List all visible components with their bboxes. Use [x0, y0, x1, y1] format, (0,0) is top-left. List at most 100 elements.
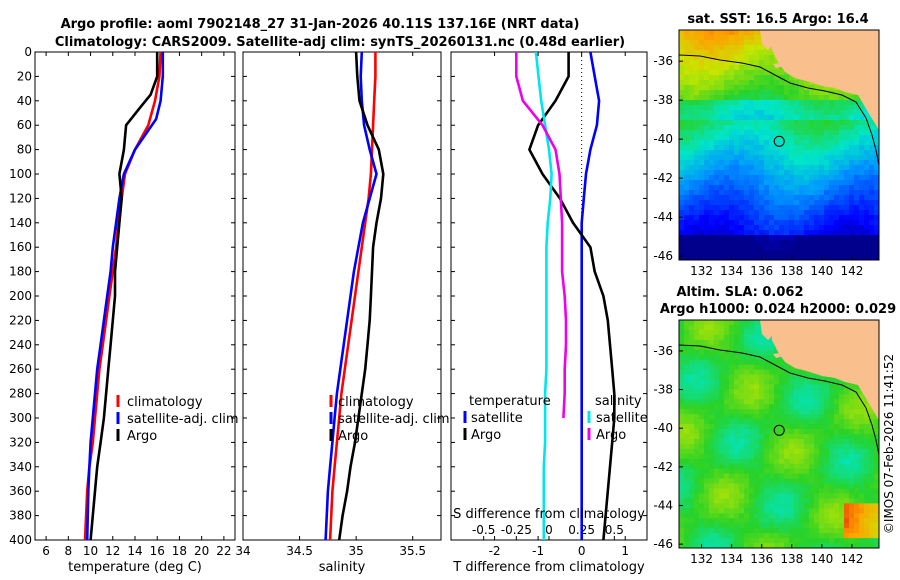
map-cell [854, 145, 860, 151]
map-cell [709, 429, 715, 435]
map-cell [734, 414, 740, 420]
map-cell [854, 508, 860, 514]
map-cell [679, 45, 685, 51]
map-cell [784, 80, 790, 86]
map-cell [824, 478, 830, 484]
map-cell [724, 384, 730, 390]
map-cell [689, 115, 695, 121]
map-cell [809, 458, 815, 465]
map-cell [734, 75, 740, 81]
map-cell [834, 230, 840, 236]
map-cell [779, 508, 785, 514]
map-cell [804, 384, 810, 390]
map-cell [729, 170, 735, 176]
map-cell [794, 379, 800, 385]
map-cell [704, 215, 710, 221]
map-cell [844, 443, 850, 450]
map-cell [734, 90, 740, 96]
map-cell [749, 70, 755, 76]
map-cell [849, 110, 855, 116]
map-cell [689, 543, 695, 548]
map-cell [744, 160, 750, 166]
map-cell [824, 488, 830, 494]
map-cell [774, 508, 780, 514]
map-cell [789, 245, 795, 251]
map-cell [814, 374, 820, 380]
map-cell [684, 195, 690, 201]
map-cell [789, 220, 795, 226]
map-cell [754, 478, 760, 484]
map-cell [704, 60, 710, 66]
map-cell [764, 493, 770, 499]
map-cell [779, 140, 785, 146]
map-cell [764, 543, 770, 548]
map-cell [834, 488, 840, 494]
map-cell [694, 220, 700, 226]
map-cell [689, 200, 695, 206]
map-cell [724, 503, 730, 509]
legend-label-t-argo: Argo [471, 428, 501, 443]
map-cell [864, 145, 870, 151]
map-cell [764, 424, 770, 430]
map-cell [799, 434, 805, 440]
map-cell [814, 95, 820, 101]
map-cell [759, 414, 765, 420]
map-cell [839, 250, 845, 256]
map-cell [874, 255, 879, 260]
map-cell [804, 105, 810, 111]
map-cell [814, 160, 820, 166]
map-cell [734, 130, 740, 136]
map-cell [729, 105, 735, 111]
map-cell [729, 220, 735, 226]
map-cell [804, 424, 810, 430]
map-cell [849, 429, 855, 435]
map-cell [709, 255, 715, 260]
map-cell [749, 463, 755, 470]
map-cell [699, 160, 705, 166]
map-cell [714, 434, 720, 440]
map-cell [769, 150, 775, 156]
map-cell [844, 463, 850, 470]
map-cell [799, 215, 805, 221]
map-cell [789, 498, 795, 504]
map-cell [874, 429, 879, 435]
map-cell [874, 135, 879, 141]
map-cell [679, 414, 685, 420]
map-cell [709, 115, 715, 121]
map-cell [774, 394, 780, 400]
map-cell [729, 478, 735, 484]
map-cell [679, 389, 685, 395]
map-cell [864, 245, 870, 251]
map-cell [709, 80, 715, 86]
map-cell [764, 533, 770, 539]
map-cell [709, 384, 715, 390]
map-cell [869, 255, 875, 260]
map-cell [779, 453, 785, 460]
map-cell [749, 60, 755, 66]
map-cell [809, 414, 815, 420]
map-cell [759, 135, 765, 141]
map-cell [709, 230, 715, 236]
map-cell [729, 70, 735, 76]
map-cell [679, 448, 685, 455]
map-cell [804, 120, 810, 126]
map-cell [734, 518, 740, 524]
map-cell [754, 414, 760, 420]
map-cell [789, 394, 795, 400]
map-cell [794, 538, 800, 544]
map-cell [789, 205, 795, 211]
map-cell [739, 145, 745, 151]
map-cell [734, 543, 740, 548]
map-cell [694, 105, 700, 111]
map-cell [719, 140, 725, 146]
map-cell [804, 210, 810, 216]
map-cell [824, 443, 830, 450]
map-cell [709, 50, 715, 56]
map-cell [704, 538, 710, 544]
difference-legend: temperature satellite Argo salinity sate… [463, 394, 648, 443]
map-cell [754, 379, 760, 385]
map-cell [699, 419, 705, 425]
map-cell [719, 389, 725, 395]
map-cell [714, 453, 720, 460]
map-cell [794, 195, 800, 201]
